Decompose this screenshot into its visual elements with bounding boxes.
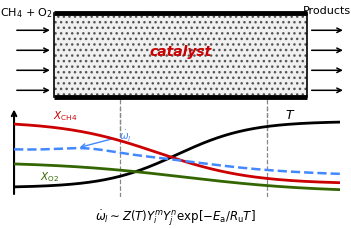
Text: Products: Products — [303, 6, 351, 16]
Text: $X_{\rm CH4}$: $X_{\rm CH4}$ — [53, 109, 78, 123]
Text: $\dot{\omega}_l$: $\dot{\omega}_l$ — [81, 128, 132, 148]
Text: $T$: $T$ — [285, 109, 296, 122]
Bar — [54, 14, 307, 98]
Text: $X_{\rm O2}$: $X_{\rm O2}$ — [40, 170, 59, 183]
Text: $\dot{\omega}_l \sim Z(T)Y_i^m Y_j^n \exp[-E_{\rm a}/R_{\rm u}T]$: $\dot{\omega}_l \sim Z(T)Y_i^m Y_j^n \ex… — [95, 207, 256, 227]
Text: CH$_4$ + O$_2$: CH$_4$ + O$_2$ — [0, 6, 53, 20]
Text: catalyst: catalyst — [150, 45, 212, 59]
